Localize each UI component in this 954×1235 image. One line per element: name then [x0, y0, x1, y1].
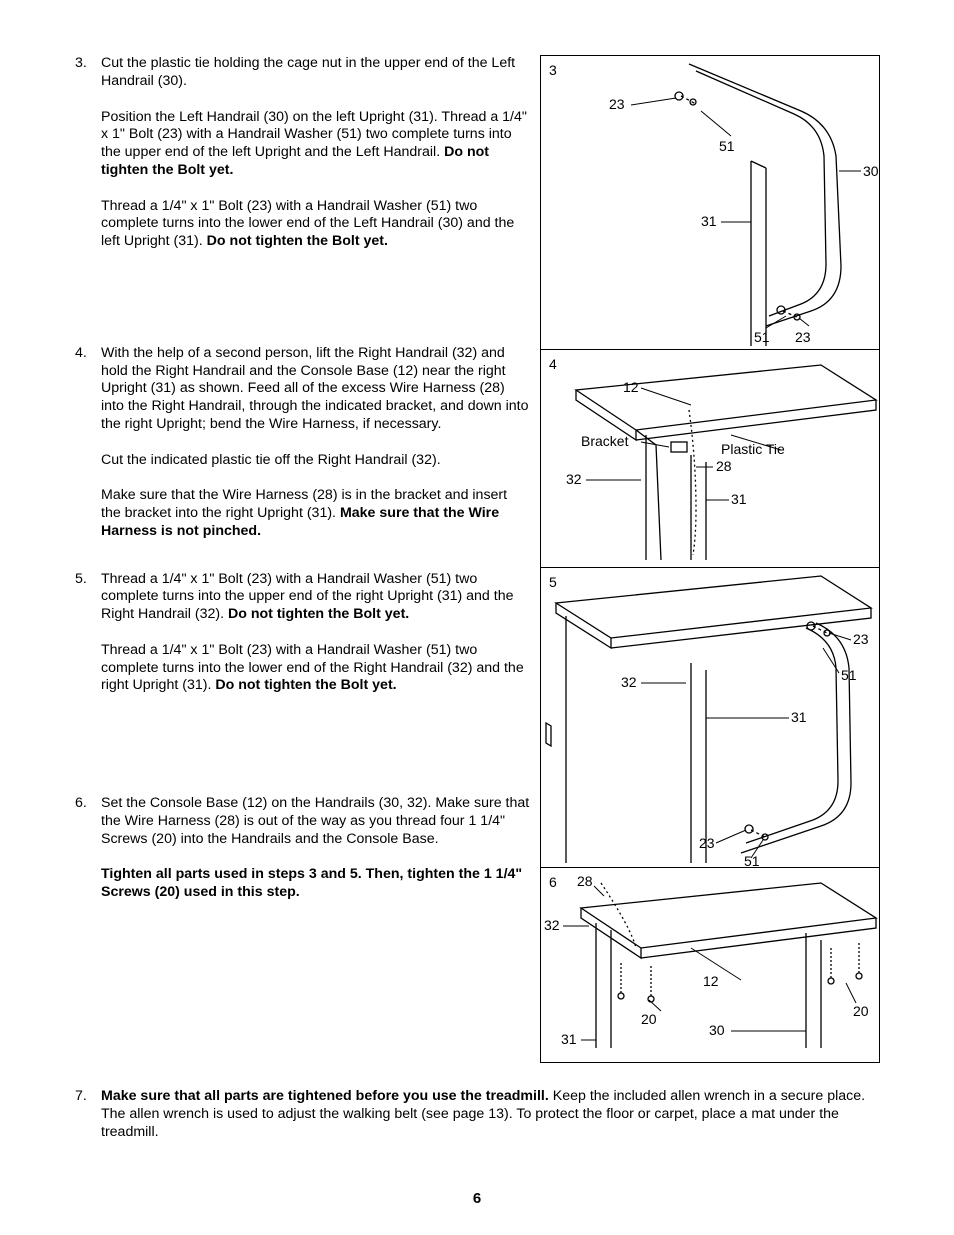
step5-p2b: Do not tighten the Bolt yet.	[215, 677, 396, 693]
step5-p1b: Do not tighten the Bolt yet.	[228, 606, 409, 622]
diagram-4: 12 Bracket Plastic Tie 28 32 31	[541, 350, 879, 567]
label-23b: 23	[699, 835, 715, 851]
label-30: 30	[863, 163, 879, 179]
instructions-column: 3. Cut the plastic tie holding the cage …	[75, 55, 540, 920]
figure-panel-6: 6	[541, 868, 879, 1062]
label-32: 32	[621, 674, 637, 690]
label-23a: 23	[853, 631, 869, 647]
label-23b: 23	[795, 329, 811, 345]
diagram-6: 28 32 12 20 30 31 20	[541, 868, 879, 1062]
step6-p2: Tighten all parts used in steps 3 and 5.…	[101, 866, 530, 902]
step-4: 4. With the help of a second person, lif…	[75, 345, 530, 541]
step-number: 3.	[75, 55, 87, 73]
step-number: 5.	[75, 571, 87, 589]
label-51b: 51	[754, 329, 770, 345]
label-32: 32	[566, 471, 582, 487]
step-7: 7. Make sure that all parts are tightene…	[75, 1088, 879, 1141]
label-plastic-tie: Plastic Tie	[721, 441, 785, 457]
label-28: 28	[577, 873, 593, 889]
panel-number: 3	[549, 62, 557, 78]
label-20a: 20	[641, 1011, 657, 1027]
figure-panel-3: 3	[541, 56, 879, 350]
label-32: 32	[544, 917, 560, 933]
label-12: 12	[703, 973, 719, 989]
step-3: 3. Cut the plastic tie holding the cage …	[75, 55, 530, 251]
diagram-5: 23 51 32 31 23 51	[541, 568, 879, 867]
label-20b: 20	[853, 1003, 869, 1019]
label-31: 31	[701, 213, 717, 229]
step3-p3b: Do not tighten the Bolt yet.	[207, 233, 388, 249]
label-51a: 51	[841, 667, 857, 683]
panel-number: 6	[549, 874, 557, 890]
step-number: 6.	[75, 795, 87, 813]
page: 3. Cut the plastic tie holding the cage …	[0, 0, 954, 1235]
label-31: 31	[731, 491, 747, 507]
figure-panel-5: 5	[541, 568, 879, 868]
step3-p2: Position the Left Handrail (30) on the l…	[101, 109, 530, 180]
label-12: 12	[623, 379, 639, 395]
label-bracket: Bracket	[581, 433, 629, 449]
label-51a: 51	[719, 138, 735, 154]
diagram-3: 23 51 30 31 51 23	[541, 56, 879, 349]
step7-bold: Make sure that all parts are tightened b…	[101, 1088, 549, 1104]
panel-number: 5	[549, 574, 557, 590]
label-30: 30	[709, 1022, 725, 1038]
step-6: 6. Set the Console Base (12) on the Hand…	[75, 795, 530, 902]
label-28: 28	[716, 458, 732, 474]
label-23a: 23	[609, 96, 625, 112]
instruction-list: 3. Cut the plastic tie holding the cage …	[75, 55, 530, 902]
step-5: 5. Thread a 1/4" x 1" Bolt (23) with a H…	[75, 571, 530, 696]
step4-p3: Make sure that the Wire Harness (28) is …	[101, 487, 530, 540]
figure-column: 3	[540, 55, 880, 1063]
step-number: 4.	[75, 345, 87, 363]
label-31: 31	[791, 709, 807, 725]
step3-p1: Cut the plastic tie holding the cage nut…	[101, 55, 530, 91]
label-31: 31	[561, 1031, 577, 1047]
step5-p1: Thread a 1/4" x 1" Bolt (23) with a Hand…	[101, 571, 530, 624]
step6-p1: Set the Console Base (12) on the Handrai…	[101, 795, 530, 848]
figure-panel-4: 4	[541, 350, 879, 568]
two-column-layout: 3. Cut the plastic tie holding the cage …	[75, 55, 879, 1063]
page-number: 6	[0, 1190, 954, 1207]
step4-p1: With the help of a second person, lift t…	[101, 345, 530, 434]
step4-p2: Cut the indicated plastic tie off the Ri…	[101, 452, 530, 470]
step-number: 7.	[75, 1088, 87, 1106]
panel-number: 4	[549, 356, 557, 372]
label-51b: 51	[744, 853, 760, 867]
step3-p3: Thread a 1/4" x 1" Bolt (23) with a Hand…	[101, 198, 530, 251]
step5-p2: Thread a 1/4" x 1" Bolt (23) with a Hand…	[101, 642, 530, 695]
